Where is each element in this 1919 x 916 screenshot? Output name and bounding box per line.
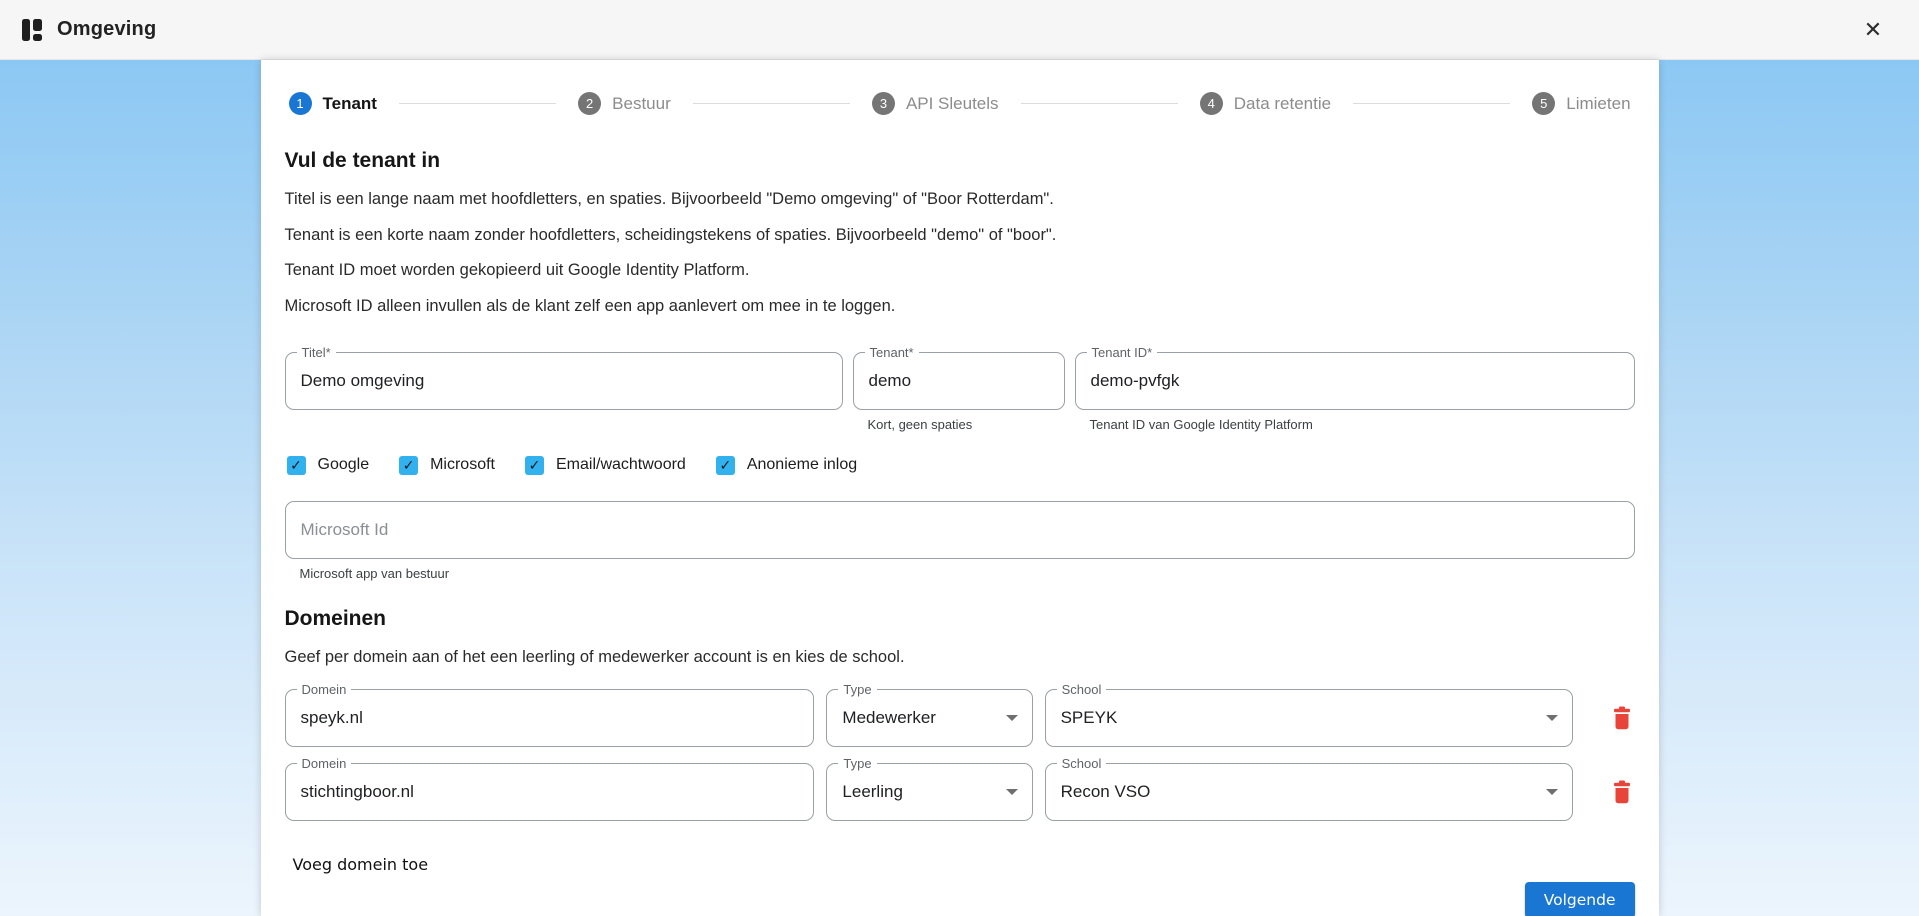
- domains-section-heading: Domeinen: [284, 606, 387, 630]
- stepper-connector: [692, 103, 850, 104]
- tenant-field: Tenant* Kort, geen spaties: [852, 344, 1065, 432]
- school-select[interactable]: School Recon VSO: [1044, 756, 1573, 822]
- tenant-id-field-label: Tenant ID*: [1086, 344, 1158, 360]
- checkbox-microsoft[interactable]: Microsoft: [399, 455, 495, 475]
- chevron-down-icon: [1545, 789, 1558, 796]
- stepper: 1 Tenant 2 Bestuur 3 API Sleutels 4 Data…: [288, 92, 1631, 115]
- checkbox-checked-icon[interactable]: [525, 455, 544, 475]
- domains-description: Geef per domein aan of het een leerling …: [284, 647, 905, 666]
- domain-input[interactable]: [285, 690, 814, 747]
- stepper-step-data-retentie[interactable]: 4 Data retentie: [1199, 92, 1332, 115]
- tenant-instruction: Microsoft ID alleen invullen als de klan…: [284, 296, 896, 315]
- add-domain-button[interactable]: Voeg domein toe: [291, 847, 431, 882]
- stepper-step-limieten[interactable]: 5 Limieten: [1532, 92, 1631, 115]
- delete-domain-button[interactable]: [1609, 779, 1635, 805]
- checkbox-email-wachtwoord[interactable]: Email/wachtwoord: [525, 455, 686, 475]
- stepper-connector: [398, 103, 557, 104]
- microsoft-id-field: Microsoft app van bestuur: [284, 500, 1635, 581]
- type-select-value: Medewerker: [842, 708, 936, 728]
- type-select-value: Leerling: [842, 782, 903, 802]
- step-number-badge: 4: [1199, 92, 1223, 115]
- step-number-badge: 3: [871, 92, 895, 115]
- microsoft-id-helper: Microsoft app van bestuur: [299, 565, 450, 581]
- step-label: Bestuur: [612, 93, 671, 113]
- step-label: API Sleutels: [905, 93, 999, 113]
- microsoft-id-input[interactable]: [285, 501, 1634, 558]
- school-select-value: Recon VSO: [1060, 782, 1151, 802]
- titel-input[interactable]: [285, 352, 842, 409]
- close-icon[interactable]: ✕: [1863, 16, 1883, 42]
- tenant-section-heading: Vul de tenant in: [284, 149, 441, 172]
- stepper-step-tenant[interactable]: 1 Tenant: [288, 92, 377, 115]
- tenant-instruction: Titel is een lange naam met hoofdletters…: [284, 190, 1054, 208]
- page-title: Omgeving: [57, 18, 157, 40]
- tenant-instruction: Tenant is een korte naam zonder hoofdlet…: [284, 225, 1057, 244]
- step-label: Data retentie: [1233, 93, 1332, 113]
- stepper-connector: [1020, 103, 1178, 104]
- tenant-id-field-helper: Tenant ID van Google Identity Platform: [1089, 416, 1313, 432]
- school-select-value: SPEYK: [1060, 708, 1118, 728]
- school-select-label: School: [1056, 682, 1107, 698]
- domain-field: Domein: [284, 682, 815, 748]
- type-select[interactable]: Type Leerling: [826, 756, 1033, 822]
- step-label: Tenant: [322, 93, 377, 113]
- stepper-connector: [1353, 103, 1511, 104]
- stepper-step-bestuur[interactable]: 2 Bestuur: [578, 92, 671, 115]
- step-label: Limieten: [1566, 93, 1631, 113]
- type-select-label: Type: [838, 756, 877, 772]
- domain-field: Domein: [284, 756, 815, 822]
- tenant-instruction: Tenant ID moet worden gekopieerd uit Goo…: [284, 261, 750, 280]
- checkbox-checked-icon[interactable]: [399, 455, 419, 475]
- app-logo-icon: [22, 18, 42, 41]
- checkbox-google[interactable]: Google: [286, 455, 369, 475]
- tenant-fields-row: Titel* Tenant* Kort, geen spaties Tenant…: [284, 344, 1635, 432]
- chevron-down-icon: [1545, 715, 1558, 722]
- login-methods-row: Google Microsoft Email/wachtwoord Anonie…: [286, 455, 1633, 475]
- trash-icon: [1613, 706, 1630, 730]
- trash-icon: [1613, 780, 1630, 804]
- domain-field-label: Domein: [296, 756, 352, 772]
- checkbox-anonieme-inlog[interactable]: Anonieme inlog: [715, 455, 857, 475]
- checkbox-checked-icon[interactable]: [286, 455, 306, 475]
- domain-field-label: Domein: [296, 682, 352, 698]
- type-select-label: Type: [838, 682, 877, 698]
- domain-row: Domein Type Medewerker School SPEYK: [284, 682, 1635, 748]
- next-button[interactable]: Volgende: [1524, 882, 1635, 916]
- titel-field: Titel*: [284, 344, 843, 432]
- type-select[interactable]: Type Medewerker: [826, 682, 1033, 748]
- content-backdrop: 1 Tenant 2 Bestuur 3 API Sleutels 4 Data…: [0, 60, 1919, 916]
- delete-domain-button[interactable]: [1609, 705, 1635, 731]
- tenant-field-label: Tenant*: [864, 344, 919, 360]
- domain-row: Domein Type Leerling School Recon VSO: [284, 756, 1635, 822]
- titel-field-label: Titel*: [296, 344, 336, 360]
- tenant-id-field: Tenant ID* Tenant ID van Google Identity…: [1074, 344, 1635, 432]
- step-number-badge: 5: [1532, 92, 1556, 115]
- tenant-input[interactable]: [853, 352, 1064, 409]
- step-number-badge: 1: [288, 92, 312, 115]
- tenant-field-helper: Kort, geen spaties: [867, 416, 973, 432]
- titlebar: Omgeving ✕: [0, 0, 1919, 60]
- school-select[interactable]: School SPEYK: [1044, 682, 1573, 748]
- domain-input[interactable]: [285, 764, 814, 821]
- step-number-badge: 2: [578, 92, 602, 115]
- chevron-down-icon: [1005, 789, 1018, 796]
- card-footer: Volgende: [285, 882, 1635, 916]
- stepper-step-api-sleutels[interactable]: 3 API Sleutels: [871, 92, 999, 115]
- school-select-label: School: [1056, 756, 1107, 772]
- chevron-down-icon: [1005, 715, 1018, 722]
- tenant-id-input[interactable]: [1075, 352, 1634, 409]
- wizard-card: 1 Tenant 2 Bestuur 3 API Sleutels 4 Data…: [260, 60, 1659, 916]
- checkbox-checked-icon[interactable]: [715, 455, 735, 475]
